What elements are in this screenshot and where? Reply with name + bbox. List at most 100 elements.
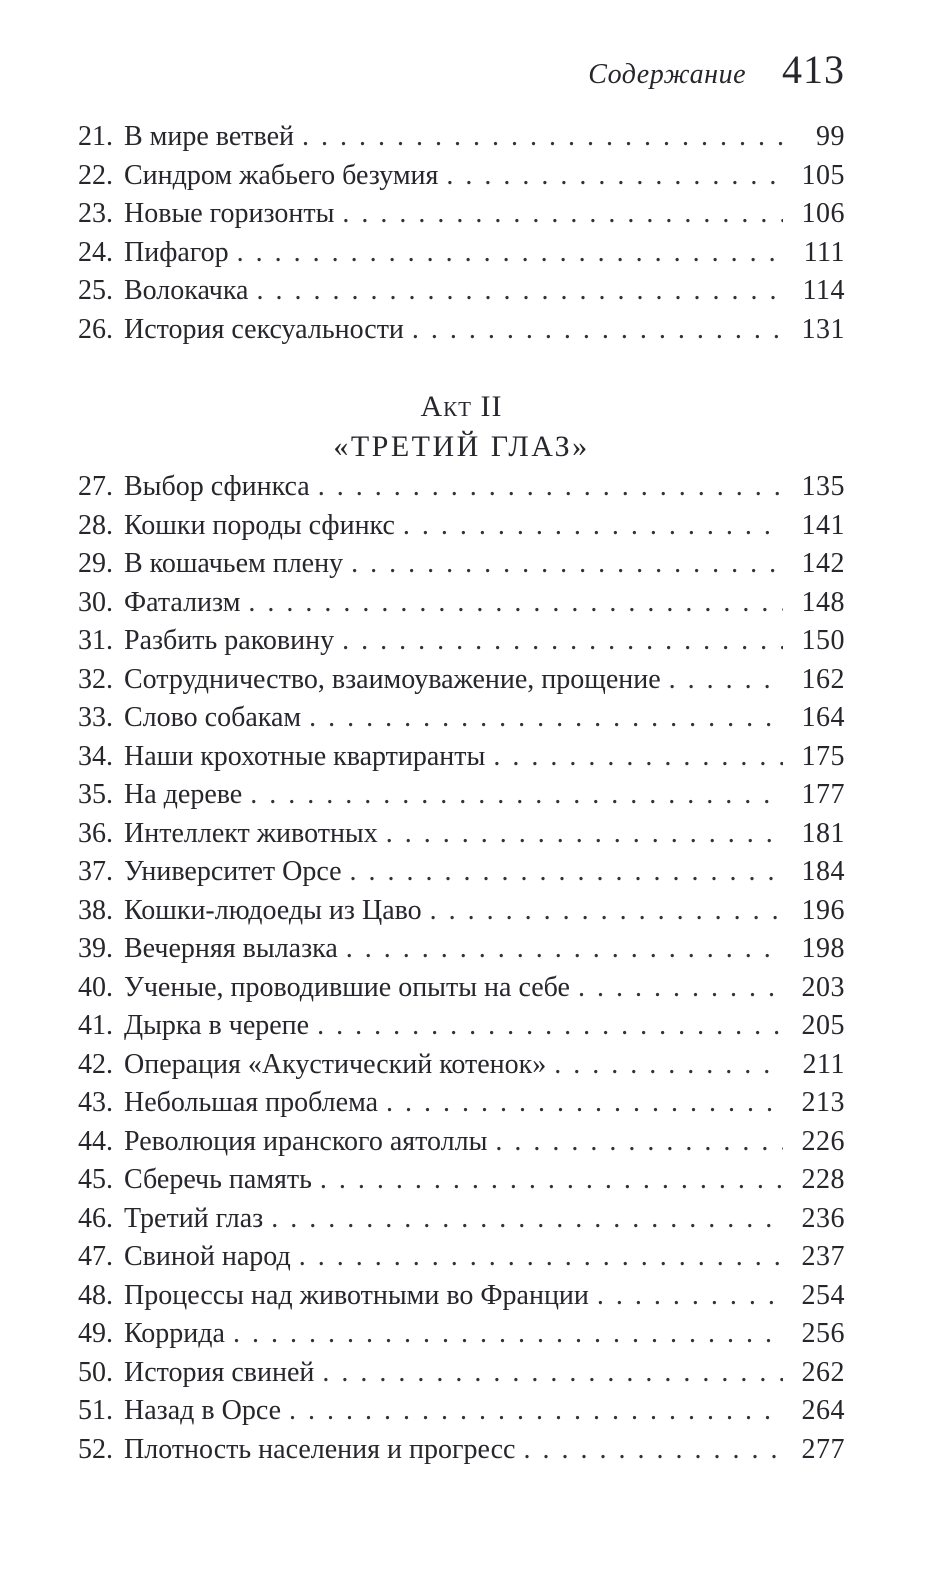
entry-number: 47.: [78, 1241, 113, 1272]
entry-number: 35.: [78, 779, 113, 810]
entry-number: 51.: [78, 1395, 113, 1426]
dot-leader: [412, 311, 783, 350]
entry-number: 38.: [78, 894, 113, 926]
entry-number: 39.: [78, 933, 113, 964]
toc-entry: 38. Кошки-людоеды из Цаво 196: [78, 892, 845, 931]
dot-leader: [299, 1238, 783, 1277]
entry-title: Разбить раковину: [124, 625, 335, 656]
entry-number: 46.: [78, 1202, 113, 1234]
entry-page: 236: [801, 1202, 845, 1234]
entry-page: 181: [801, 817, 845, 849]
toc-entry: 36. Интеллект животных 181: [78, 815, 845, 854]
toc-entry: 49. Коррида 256: [78, 1315, 845, 1354]
dot-leader: [256, 272, 783, 311]
running-title: Содержание: [588, 59, 746, 90]
toc-entry: 43. Небольшая проблема 213: [78, 1084, 845, 1123]
toc-entry: 32. Сотрудничество, взаимоуважение, прощ…: [78, 661, 845, 700]
toc-entry: 52. Плотность населения и прогресс 277: [78, 1431, 845, 1470]
entry-number: 24.: [78, 236, 113, 268]
entry-page: 264: [801, 1395, 845, 1426]
entry-number: 21.: [78, 121, 113, 152]
entry-page: 228: [801, 1164, 845, 1195]
entry-page: 262: [801, 1356, 845, 1388]
page-number: 413: [782, 47, 845, 92]
entry-page: 148: [801, 586, 845, 618]
entry-page: 277: [801, 1433, 845, 1465]
entry-page: 237: [801, 1241, 845, 1272]
toc-entry: 29. В кошачьем плену 142: [78, 545, 845, 584]
toc-entry: 31. Разбить раковину 150: [78, 622, 845, 661]
dot-leader: [309, 699, 783, 738]
section-heading: Акт II «ТРЕТИЙ ГЛАЗ»: [78, 387, 845, 466]
entry-page: 205: [801, 1010, 845, 1041]
dot-leader: [554, 1046, 783, 1085]
entry-title: Сберечь память: [124, 1164, 312, 1195]
entry-page: 150: [801, 625, 845, 656]
entry-title: Коррида: [124, 1318, 225, 1349]
entry-page: 211: [802, 1048, 845, 1080]
entry-page: 256: [801, 1318, 845, 1349]
entry-page: 213: [801, 1087, 845, 1118]
dot-leader: [578, 969, 783, 1008]
entry-page: 162: [801, 663, 845, 695]
toc-entry: 26. История сексуальности 131: [78, 311, 845, 350]
toc-entry: 44. Революция иранского аятоллы 226: [78, 1123, 845, 1162]
entry-page: 131: [801, 313, 845, 345]
toc-entry: 50. История свиней 262: [78, 1354, 845, 1393]
dot-leader: [430, 892, 783, 931]
entry-title: История свиней: [124, 1356, 315, 1388]
entry-number: 49.: [78, 1318, 113, 1349]
dot-leader: [248, 584, 783, 623]
dot-leader: [233, 1315, 783, 1354]
entry-number: 43.: [78, 1087, 113, 1118]
dot-leader: [523, 1431, 783, 1470]
entry-number: 27.: [78, 471, 113, 502]
dot-leader: [446, 157, 783, 196]
entry-page: 164: [801, 702, 845, 733]
entry-title: Революция иранского аятоллы: [124, 1125, 488, 1157]
dot-leader: [386, 815, 783, 854]
entry-title: Наши крохотные квартиранты: [124, 740, 486, 772]
entry-title: В кошачьем плену: [124, 548, 344, 579]
dot-leader: [271, 1200, 783, 1239]
entry-page: 198: [801, 933, 845, 964]
entry-number: 25.: [78, 275, 113, 306]
running-header: Содержание 413: [78, 46, 845, 92]
entry-title: Выбор сфинкса: [124, 471, 310, 502]
dot-leader: [322, 1354, 783, 1393]
entry-page: 177: [801, 779, 845, 810]
entry-title: Волокачка: [124, 275, 249, 306]
entry-number: 34.: [78, 740, 113, 772]
section-title: «ТРЕТИЙ ГЛАЗ»: [333, 429, 590, 463]
dot-leader: [289, 1392, 783, 1431]
toc-entry: 22. Синдром жабьего безумия 105: [78, 157, 845, 196]
dot-leader: [250, 776, 783, 815]
entry-title: Назад в Орсе: [124, 1395, 282, 1426]
entry-title: Ученые, проводившие опыты на себе: [124, 971, 570, 1003]
dot-leader: [318, 468, 783, 507]
toc-entry: 23. Новые горизонты 106: [78, 195, 845, 234]
entry-title: Плотность населения и прогресс: [124, 1433, 516, 1465]
entry-title: Кошки-людоеды из Цаво: [124, 894, 422, 926]
entry-number: 45.: [78, 1164, 113, 1195]
toc-entry: 45. Сберечь память 228: [78, 1161, 845, 1200]
entry-number: 31.: [78, 625, 113, 656]
toc-entry: 30. Фатализм 148: [78, 584, 845, 623]
entry-title: Интеллект животных: [124, 817, 378, 849]
entry-title: Кошки породы сфинкс: [124, 509, 395, 541]
entry-title: Третий глаз: [124, 1202, 264, 1234]
toc-entry: 42. Операция «Акустический котенок» 211: [78, 1046, 845, 1085]
entry-number: 26.: [78, 313, 113, 345]
dot-leader: [346, 930, 783, 969]
entry-title: Сотрудничество, взаимоуважение, прощение: [124, 663, 661, 695]
dot-leader: [495, 1123, 783, 1162]
dot-leader: [302, 118, 783, 157]
toc-entry: 33. Слово собакам 164: [78, 699, 845, 738]
toc-entry: 35. На дереве 177: [78, 776, 845, 815]
section-act-label: Акт II: [420, 390, 503, 423]
dot-leader: [351, 545, 783, 584]
entry-number: 28.: [78, 509, 113, 541]
entry-number: 32.: [78, 663, 113, 695]
entry-number: 22.: [78, 159, 113, 191]
toc-entry: 28. Кошки породы сфинкс 141: [78, 507, 845, 546]
